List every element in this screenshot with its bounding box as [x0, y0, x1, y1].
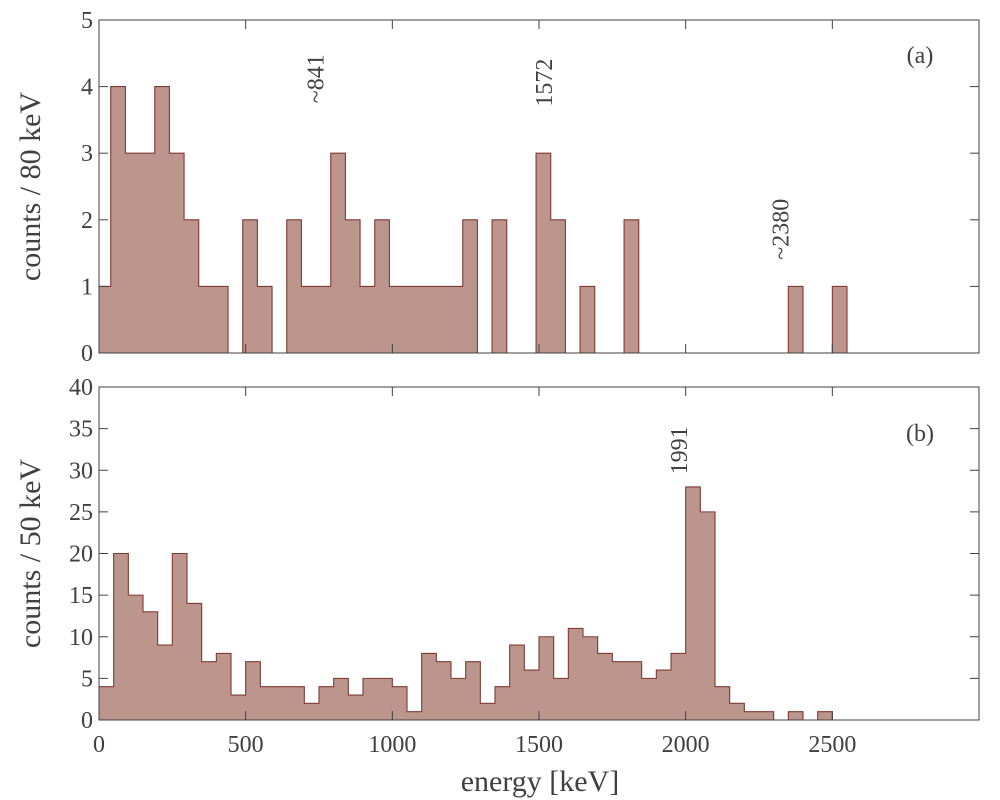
x-tick-label: 500	[228, 732, 264, 758]
y-tick-label: 5	[81, 666, 93, 692]
y-tick-label: 30	[69, 458, 93, 484]
y-tick-label: 15	[69, 583, 93, 609]
histogram-outline	[99, 86, 979, 354]
y-tick-label: 1	[81, 274, 93, 300]
y-tick-label: 0	[81, 708, 93, 734]
histogram-fill	[99, 486, 979, 720]
y-tick-label: 4	[81, 75, 93, 101]
panel-tag: (a)	[907, 43, 934, 69]
y-tick-label: 40	[69, 375, 93, 401]
panel-a: 0 1 2 3 4 5 counts / 80 keV (a) ~841 1572 ~2380	[14, 8, 980, 367]
peak-annotation: ~841	[303, 54, 329, 103]
y-axis-label: counts / 50 keV	[14, 459, 47, 648]
y-tick-label: 10	[69, 625, 93, 651]
x-tick-label: 1000	[368, 732, 416, 758]
panel-b: 0 5 10 15 20 25 30 35 40 0 500 1000 1500 2000 2500 coun…	[14, 375, 980, 758]
peak-annotation: ~2380	[768, 199, 794, 260]
y-tick-label: 20	[69, 542, 93, 568]
y-tick-label: 35	[69, 417, 93, 443]
x-tick-label: 1500	[515, 732, 563, 758]
x-tick-label: 0	[93, 732, 105, 758]
y-tick-label: 5	[81, 8, 93, 34]
peak-annotation: 1991	[667, 426, 693, 474]
panel-tag: (b)	[906, 421, 934, 447]
x-tick-label: 2500	[808, 732, 856, 758]
y-tick-label: 3	[81, 141, 93, 167]
y-axis-label: counts / 80 keV	[14, 92, 47, 281]
y-tick-label: 2	[81, 208, 93, 234]
y-tick-label: 0	[81, 341, 93, 367]
peak-annotation: 1572	[532, 59, 558, 107]
y-tick-label: 25	[69, 500, 93, 526]
x-axis-label: energy [keV]	[461, 765, 620, 798]
x-tick-label: 2000	[662, 732, 710, 758]
